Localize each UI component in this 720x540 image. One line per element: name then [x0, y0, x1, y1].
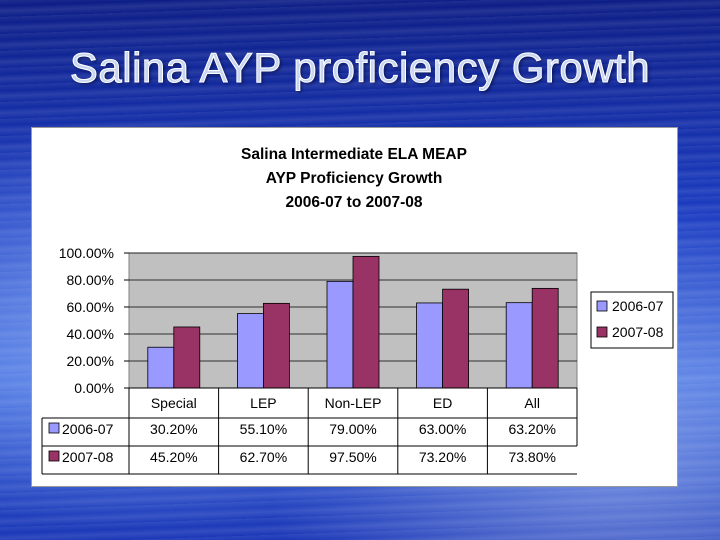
legend-swatch	[596, 300, 608, 312]
y-tick-label: 100.00%	[59, 245, 114, 261]
bar	[416, 302, 444, 389]
bar	[173, 326, 201, 389]
chart-title-line: Salina Intermediate ELA MEAP	[241, 146, 467, 163]
slide-title: Salina AYP proficiency Growth	[69, 44, 651, 92]
table-series-name: 2007-08	[62, 449, 114, 465]
table-value-cell: 63.20%	[508, 421, 555, 437]
table-series-swatch	[48, 450, 60, 462]
bar	[531, 287, 559, 389]
chart-panel: Salina Intermediate ELA MEAP AYP Proficie…	[31, 127, 678, 487]
table-value-cell: 63.00%	[419, 421, 466, 437]
bar-chart: Salina Intermediate ELA MEAP AYP Proficie…	[41, 146, 674, 475]
y-tick-label: 0.00%	[74, 380, 114, 396]
y-tick-label: 20.00%	[67, 353, 114, 369]
table-value-cell: 55.10%	[240, 421, 287, 437]
y-tick-label: 60.00%	[67, 299, 114, 315]
table-series-swatch	[48, 422, 60, 434]
table-value-cell: 30.20%	[150, 421, 197, 437]
bar	[147, 346, 175, 389]
bar	[262, 302, 290, 389]
category-label: Special	[151, 395, 197, 411]
y-tick-label: 80.00%	[67, 272, 114, 288]
table-value-cell: 73.20%	[419, 449, 466, 465]
table-value-cell: 73.80%	[508, 449, 555, 465]
table-series-name: 2006-07	[62, 421, 114, 437]
legend-label: 2006-07	[612, 298, 664, 314]
category-label: All	[524, 395, 540, 411]
bar	[326, 280, 354, 389]
chart-title-line: AYP Proficiency Growth	[266, 170, 443, 187]
table-value-cell: 97.50%	[329, 449, 376, 465]
chart-title-line: 2006-07 to 2007-08	[285, 194, 422, 211]
legend-label: 2007-08	[612, 324, 664, 340]
table-value-cell: 45.20%	[150, 449, 197, 465]
bar	[352, 255, 380, 389]
category-label: ED	[433, 395, 452, 411]
category-label: Non-LEP	[325, 395, 382, 411]
legend-swatch	[596, 326, 608, 338]
bar	[236, 313, 264, 389]
table-value-cell: 62.70%	[240, 449, 287, 465]
bar	[442, 288, 470, 389]
table-value-cell: 79.00%	[329, 421, 376, 437]
category-label: LEP	[250, 395, 276, 411]
bar	[505, 302, 533, 389]
y-tick-label: 40.00%	[67, 326, 114, 342]
